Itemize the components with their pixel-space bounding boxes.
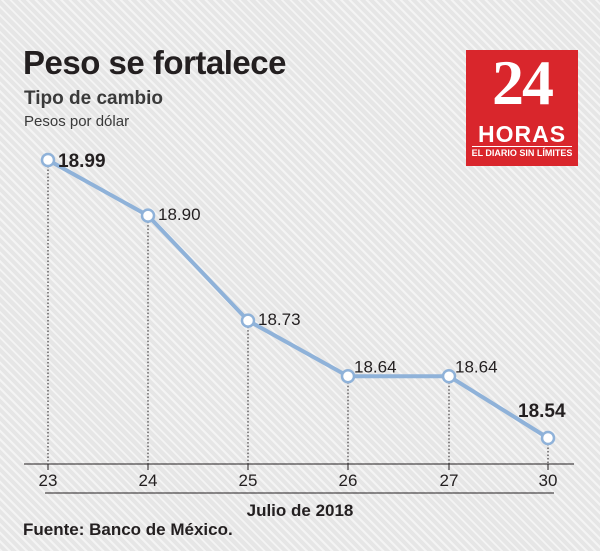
- x-tick-label: 24: [139, 471, 158, 490]
- data-label: 18.64: [455, 358, 498, 377]
- data-label: 18.64: [354, 358, 397, 377]
- x-tick-label: 26: [339, 471, 358, 490]
- data-label: 18.99: [58, 151, 106, 172]
- data-label: 18.54: [518, 401, 566, 422]
- chart-title: Peso se fortalece: [23, 44, 286, 81]
- x-tick-label: 23: [39, 471, 58, 490]
- source-note: Fuente: Banco de México.: [23, 520, 233, 539]
- data-point: [140, 208, 156, 223]
- data-point: [240, 313, 256, 328]
- logo-rule: [472, 146, 572, 147]
- data-label: 18.90: [158, 205, 201, 224]
- logo-tagline: EL DIARIO SIN LÍMITES: [471, 148, 573, 158]
- x-axis-title: Julio de 2018: [247, 501, 354, 520]
- data-label: 18.73: [258, 310, 301, 329]
- newspaper-logo: 24 HORAS EL DIARIO SIN LÍMITES: [466, 47, 578, 166]
- logo-number: 24: [492, 47, 554, 118]
- data-point: [441, 368, 457, 384]
- logo-word: HORAS: [477, 121, 567, 147]
- chart-subtitle: Tipo de cambio: [24, 88, 164, 109]
- data-point: [40, 152, 56, 168]
- series-line: [47, 158, 550, 440]
- unit-label: Pesos por dólar: [24, 113, 130, 130]
- x-tick-label: 30: [539, 471, 558, 490]
- data-point: [340, 368, 356, 384]
- x-tick-label: 27: [440, 471, 459, 490]
- x-tick-label: 25: [239, 471, 258, 490]
- data-point: [540, 430, 556, 446]
